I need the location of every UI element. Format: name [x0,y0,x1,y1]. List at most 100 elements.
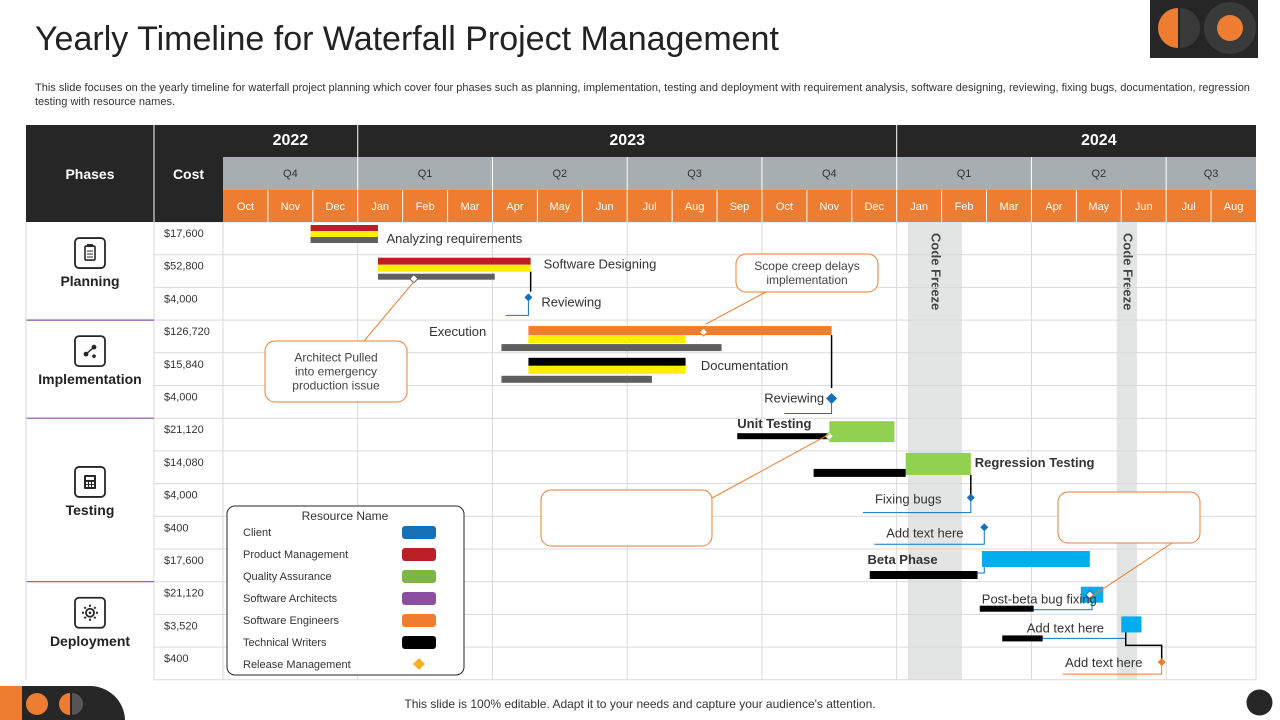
share-nodes-icon [74,335,106,368]
year-label: 2022 [273,132,309,149]
code-freeze-label: Code Freeze [928,233,943,310]
callouts: Scope creep delays implementation Architec… [264,253,1201,599]
cost-value: $400 [164,653,188,665]
cost-header: Cost [173,166,204,182]
callout-box [264,340,408,403]
task-bar-gray [501,375,652,383]
phase-name: Implementation [38,371,141,387]
task-bar-yellow [377,264,531,272]
quarter-header-band [223,157,1256,190]
slide-description: This slide focuses on the yearly timelin… [35,82,1250,108]
legend-swatch [402,570,436,583]
decorative-dot-bottom-right [1246,689,1273,716]
month-label: Apr [1045,201,1062,213]
gear-icon-glyph [82,604,98,621]
year-label: 2023 [609,132,645,149]
callout-text: Architect Pulled into emergency production… [292,351,380,393]
year-label: 2024 [1081,132,1117,149]
legend-item-label: Technical Writers [243,637,327,649]
callout-text-line: Architect Pulled [294,351,377,365]
month-label: Dec [326,201,346,213]
month-label: Mar [461,201,480,213]
gear-icon [74,596,106,629]
month-label: Aug [1224,201,1244,213]
cost-value: $4,000 [164,490,198,502]
legend-swatch [402,614,436,627]
quarter-label: Q4 [822,168,837,180]
decorative-logo-bottom-left [0,686,125,720]
quarter-label: Q4 [283,168,298,180]
cost-value: $400 [164,522,188,534]
task-bar-gray [377,273,495,280]
table-header: Phases Cost 2022 2023 2024 Q4 Q1 Q2 Q3 Q4 Q1 Q2 Q3 Oc… [26,125,1256,222]
month-label: Jan [371,201,389,213]
phases-header: Phases [65,166,114,182]
month-label: Oct [237,201,254,213]
connector-line [1033,602,1093,611]
cost-value: $4,000 [164,392,198,404]
milestone-diamond [824,431,835,441]
legend-swatch [402,636,436,649]
task-bar-yellow [528,335,686,344]
connector-line [863,497,972,514]
month-label: Nov [281,201,301,213]
phase-name: Planning [60,273,119,289]
legend-item-label: Release Management [243,659,351,671]
month-label: Feb [416,201,435,213]
decorative-logo-top-right [1150,0,1280,58]
task-label: Beta Phase [868,552,938,567]
quarter-label: Q1 [418,168,433,180]
quarter-label: Q2 [1091,168,1106,180]
task-label: Add text here [886,525,963,540]
task-label: Execution [429,324,486,339]
clipboard-icon-glyph [84,244,96,261]
task-bar-quality-assurance [905,452,971,475]
month-label: Jun [1135,201,1153,213]
clipboard-icon [74,237,106,269]
callout-box [735,253,879,293]
label-header-band [26,125,223,222]
connector-line [977,567,985,574]
task-bar-technical-writers [737,433,830,440]
callout-text: Scope creep delays implementation [754,259,859,287]
cost-value: $3,520 [164,620,198,632]
connector-line [1125,632,1163,660]
milestone-diamond [698,327,709,337]
legend-item-label: Software Engineers [243,615,339,627]
connector-line [874,527,985,545]
connector-line [505,297,529,316]
legend-item-label: Product Management [243,549,348,561]
task-bar-gray [310,237,378,243]
cost-value: $15,840 [164,359,204,371]
task-bar-technical-writers [1002,635,1043,642]
calculator-icon-glyph [84,474,96,489]
connector-line [1062,662,1163,675]
month-label: Jul [1182,201,1196,213]
task-bar-technical-writers [979,605,1034,612]
month-label: May [549,201,570,213]
task-bar-client [1121,616,1142,633]
cost-value: $17,600 [164,555,204,567]
quarter-label: Q3 [687,168,702,180]
callout-leader [705,291,767,325]
cost-value: $17,600 [164,228,204,240]
calculator-icon [74,466,106,498]
task-bars: Analyzing requirements Software Designing… [310,225,1166,675]
quarter-label: Q2 [553,168,568,180]
task-label: Documentation [701,358,788,373]
task-label: Software Designing [544,257,657,272]
year-header-band [26,125,1256,157]
legend-item-label: Software Architects [243,593,338,605]
task-bar-technical-writers [813,468,906,477]
month-label: Dec [864,201,884,213]
footer-note: This slide is 100% editable. Adapt it to… [404,697,876,711]
callout-leader [363,281,415,342]
task-label: Post-beta bug fixing [982,592,1097,607]
callout-box [540,489,713,547]
connector-line [784,398,833,414]
month-label: Apr [506,201,523,213]
quarter-label: Q3 [1204,168,1219,180]
task-label: Reviewing [541,294,601,309]
month-label: Mar [1000,201,1019,213]
legend-title: Resource Name [302,509,389,523]
